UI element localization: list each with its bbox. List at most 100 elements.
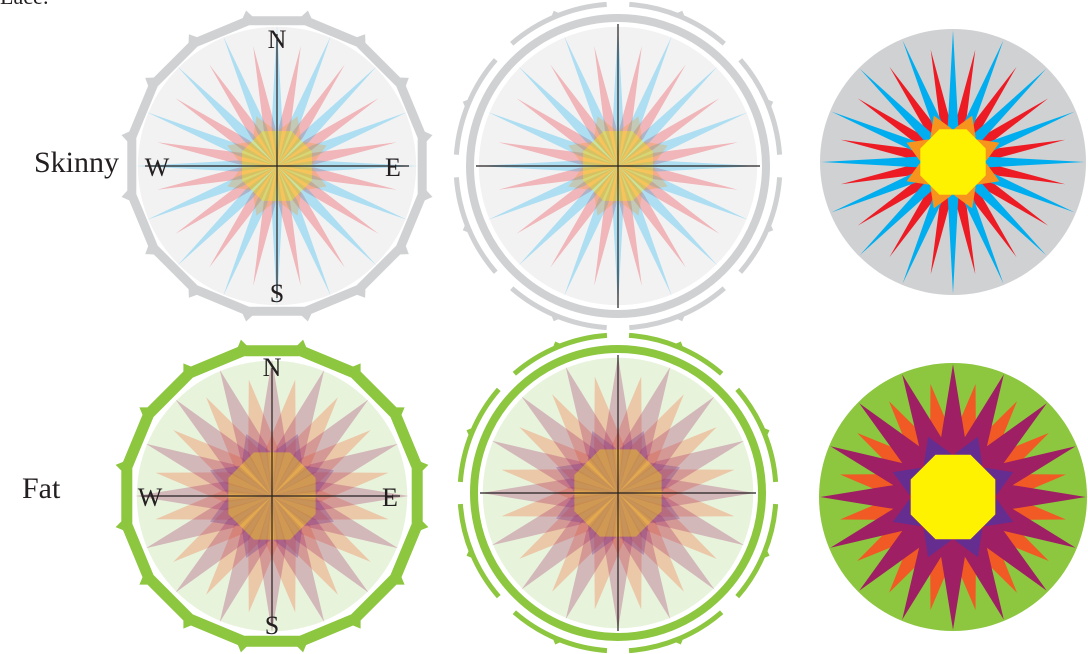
star-point-mid [618, 394, 684, 493]
inner-diamond [272, 496, 334, 527]
star-point-long [177, 66, 277, 166]
ring-arrow [235, 339, 251, 353]
star-point-long [175, 399, 272, 496]
ring-arrow [240, 10, 256, 23]
ring-arrow [235, 639, 251, 653]
star-point-mid [272, 496, 338, 595]
star-point-mid [277, 142, 397, 166]
star-point-long [953, 162, 1047, 256]
star-point-mid [618, 469, 735, 500]
star-point-mid [157, 166, 277, 190]
star-point-mid [277, 166, 301, 286]
star-point-long [219, 369, 272, 496]
star-point-mid [265, 379, 296, 496]
star-point-mid [519, 427, 618, 493]
ring-arrow [760, 426, 770, 440]
inner-diamond [556, 493, 618, 524]
star-point-mid [498, 166, 618, 190]
letter-south: S [270, 279, 284, 308]
star-point-mid [552, 493, 618, 592]
star-point-mid [498, 142, 618, 166]
star-point-mid [516, 98, 618, 166]
star-point-long [618, 166, 748, 220]
star-point-mid [155, 489, 272, 520]
ring-arrow [139, 571, 154, 585]
star-point-long [518, 166, 618, 266]
skinny-compass-broken-ring [453, 1, 783, 331]
inner-diamond [277, 141, 327, 166]
star-point-mid [272, 430, 371, 496]
star-point-long [618, 493, 745, 546]
star-point-long [618, 366, 671, 493]
star-point-long [518, 66, 618, 166]
ring-arrow [115, 459, 129, 475]
star-point-long [859, 162, 953, 256]
star-point-mid [618, 166, 642, 286]
star-point-long [488, 112, 618, 166]
ring-arrow [188, 34, 202, 48]
ring-arrow [183, 363, 197, 378]
star-point-long [618, 166, 672, 296]
ring-arrow [671, 635, 685, 645]
inner-diamond [252, 166, 277, 216]
inner-diamond [618, 493, 680, 524]
star-point-long [491, 440, 618, 493]
inner-diamond [277, 116, 302, 166]
inner-diamond [618, 141, 668, 166]
star-point-long [565, 493, 618, 620]
ring-arrow [293, 639, 309, 653]
ring-arrow [420, 187, 433, 203]
inner-diamond [556, 462, 618, 493]
inner-ring [470, 345, 766, 641]
ring-arrow [395, 77, 409, 91]
star-point-mid [516, 166, 618, 234]
star-point-long [272, 443, 399, 496]
star-point-mid [618, 46, 642, 167]
inner-diamond [227, 141, 277, 166]
inner-diamond [252, 116, 277, 166]
star-point-long [618, 396, 715, 493]
letter-north: N [268, 25, 287, 54]
star-point-long [277, 166, 331, 296]
inner-diamond [210, 465, 272, 496]
inner-diamond [272, 496, 303, 558]
inner-diamond [241, 496, 272, 558]
ring-arrow [183, 614, 197, 629]
star-point-mid [209, 166, 277, 268]
inner-diamond [227, 166, 277, 191]
star-point-long [145, 496, 272, 549]
inner-diamond [272, 465, 334, 496]
letter-south: S [265, 611, 279, 640]
fat-compass-broken-ring [457, 332, 779, 654]
ring-arrow [293, 339, 309, 353]
ring-arrow [352, 284, 366, 298]
star-point-mid [175, 166, 277, 234]
star-point-mid [206, 397, 272, 496]
letter-east: E [382, 483, 398, 512]
ring-arrow [462, 221, 473, 234]
star-point-long [177, 166, 277, 266]
star-point-long [145, 443, 272, 496]
inner-diamond [277, 166, 327, 191]
ring-arrow [347, 363, 361, 378]
star-point-long [564, 36, 618, 166]
star-point-mid [618, 493, 684, 592]
inner-diamond [277, 166, 302, 216]
ring-arrow [462, 98, 473, 111]
letter-west: W [145, 153, 170, 182]
star-point-long [618, 493, 671, 620]
star-point-long [277, 112, 407, 166]
star-point-long [277, 166, 377, 266]
ring-arrow [673, 311, 686, 322]
ring-arrow [145, 77, 159, 91]
star-point-mid [618, 166, 720, 234]
star-point-long [491, 493, 618, 546]
star-point-mid [248, 496, 279, 613]
letter-east: E [385, 153, 401, 182]
star-point-mid [594, 166, 618, 286]
star-point-mid [550, 64, 618, 166]
ring-arrow [298, 309, 314, 322]
star-point-mid [618, 493, 717, 559]
ring-arrow [121, 187, 134, 203]
star-point-long [618, 493, 715, 590]
